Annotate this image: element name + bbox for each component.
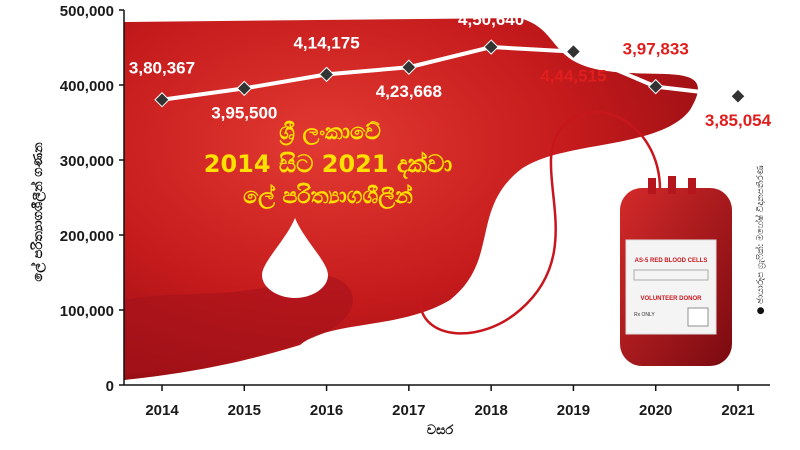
y-tick-label: 300,000 bbox=[60, 153, 114, 170]
blood-tube bbox=[418, 110, 662, 335]
y-tick-label: 500,000 bbox=[60, 3, 114, 20]
x-tick-label: 2016 bbox=[310, 402, 343, 419]
y-tick-label: 200,000 bbox=[60, 228, 114, 245]
x-tick-label: 2020 bbox=[639, 402, 672, 419]
x-tick-label: 2014 bbox=[145, 402, 179, 419]
data-point-marker bbox=[236, 80, 252, 97]
donors-series bbox=[154, 39, 746, 108]
series-line bbox=[161, 45, 739, 102]
chart-title-line-3: ලේ පරිත්‍යාගශීලීන් bbox=[243, 182, 413, 210]
data-point-marker bbox=[401, 59, 417, 75]
blood-drop-icon bbox=[262, 218, 328, 298]
y-axis-title: ලේ පරිත්‍යාගශීලීන් ගණන bbox=[29, 142, 47, 282]
data-point-marker bbox=[154, 92, 170, 108]
bag-label-line-1: AS-5 RED BLOOD CELLS bbox=[635, 258, 708, 264]
data-point-marker bbox=[483, 39, 499, 55]
data-point-marker bbox=[318, 66, 335, 83]
data-label: 4,23,668 bbox=[376, 82, 442, 101]
y-tick-label: 100,000 bbox=[60, 303, 114, 320]
x-axis-title: වසර bbox=[427, 423, 455, 438]
data-point-marker bbox=[648, 78, 664, 95]
data-label: 3,97,833 bbox=[623, 40, 689, 59]
blood-bag-icon: AS-5 RED BLOOD CELLS VOLUNTEER DONOR Rx … bbox=[620, 176, 732, 366]
blood-splash-edge bbox=[124, 274, 353, 375]
data-label: 4,14,175 bbox=[293, 33, 359, 52]
data-point-marker bbox=[730, 88, 746, 104]
data-label: 3,80,367 bbox=[129, 59, 195, 78]
y-axis-ticks: 0 100,000 200,000 300,000 400,000 500,000 bbox=[60, 3, 124, 395]
x-tick-label: 2015 bbox=[228, 402, 261, 419]
data-label: 4,44,515 bbox=[540, 67, 606, 86]
data-label: 4,50,640 bbox=[458, 10, 524, 29]
x-axis-ticks: 2014 2015 2016 2017 2018 2019 2020 2021 bbox=[145, 385, 755, 419]
x-tick-label: 2017 bbox=[392, 402, 425, 419]
y-tick-label: 400,000 bbox=[60, 78, 114, 95]
x-tick-label: 2018 bbox=[474, 402, 507, 419]
x-tick-label: 2021 bbox=[721, 402, 754, 419]
data-labels: 3,80,367 3,95,500 4,14,175 4,23,668 4,50,640… bbox=[129, 10, 772, 130]
data-label: 3,85,054 bbox=[705, 111, 772, 130]
chart-title-line-2: 2014 සිට 2021 දක්වා bbox=[204, 150, 453, 180]
data-label: 3,95,500 bbox=[211, 103, 277, 122]
bag-label-line-3: Rx ONLY bbox=[634, 312, 655, 318]
data-point-marker bbox=[565, 43, 582, 60]
chart-title-line-1: ශ්‍රී ලංකාවේ bbox=[279, 120, 381, 146]
chart-title: ශ්‍රී ලංකාවේ 2014 සිට 2021 දක්වා ලේ පරිත… bbox=[204, 120, 453, 210]
photo-credit: ● ඡායාරූප ග්‍රැෆික්: මහේෂ් විදානපතිරණ bbox=[755, 165, 766, 314]
y-tick-label: 0 bbox=[106, 378, 114, 395]
x-tick-label: 2019 bbox=[557, 402, 590, 419]
bag-label-line-2: VOLUNTEER DONOR bbox=[640, 296, 702, 302]
